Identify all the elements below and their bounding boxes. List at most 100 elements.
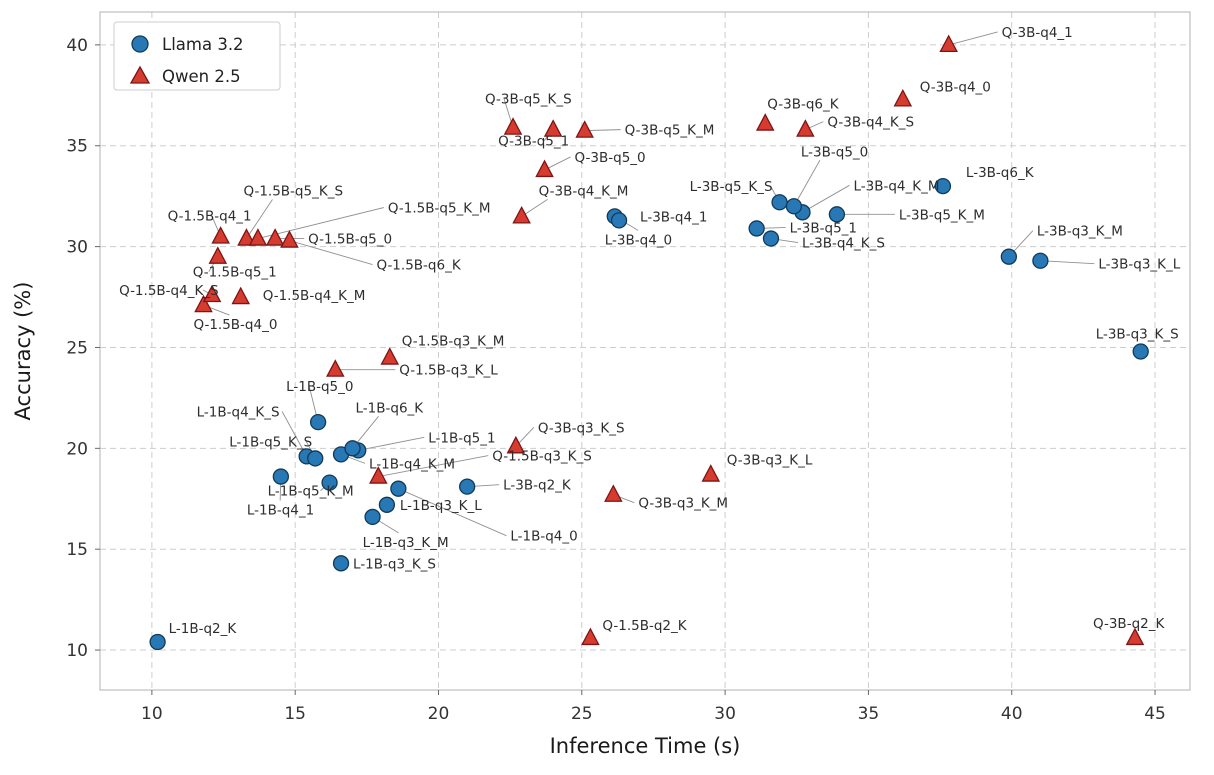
point-Q-3B-q3_K_L (701, 464, 721, 482)
point-Q-1.5B-q5_K_S (237, 228, 256, 246)
point-L-3B-q6_K (934, 177, 952, 195)
x-axis-title: Inference Time (s) (550, 734, 741, 758)
y-tick-label-20: 20 (66, 439, 88, 459)
legend-marker-qwen-triangle-icon (129, 65, 151, 84)
point-Q-1.5B-q4_1 (211, 226, 230, 244)
legend-marker-llama-circle-icon (131, 35, 149, 53)
point-label-Q-1.5B-q5_1: Q-1.5B-q5_1 (193, 265, 277, 281)
legend: Llama 3.2 Qwen 2.5 (113, 21, 281, 91)
point-label-L-3B-q3_K_S: L-3B-q3_K_S (1096, 327, 1179, 343)
point-Q-1.5B-q5_1 (208, 246, 228, 264)
point-label-L-1B-q5_K_M: L-1B-q5_K_M (268, 484, 354, 500)
point-label-L-3B-q4_1: L-3B-q4_1 (640, 209, 707, 225)
point-label-L-3B-q4_K_S: L-3B-q4_K_S (802, 236, 885, 252)
point-Q-3B-q4_1 (939, 34, 958, 53)
x-tick-label-15: 15 (284, 704, 306, 724)
point-label-L-1B-q3_K_S: L-1B-q3_K_S (353, 556, 436, 572)
point-L-3B-q5_K_S (771, 194, 788, 211)
leader-line (398, 488, 507, 537)
point-L-3B-q4_1 (610, 212, 628, 229)
leader-line (802, 184, 850, 213)
point-label-L-1B-q5_1: L-1B-q5_1 (428, 430, 495, 446)
point-L-1B-q4_1 (272, 468, 290, 485)
point-label-Q-3B-q5_K_M: Q-3B-q5_K_M (625, 123, 715, 139)
point-Q-1.5B-q5_K_M (248, 228, 268, 246)
point-label-L-3B-q4_0: L-3B-q4_0 (605, 232, 672, 248)
point-label-Q-3B-q6_K: Q-3B-q6_K (767, 97, 840, 113)
point-Q-1.5B-q4_K_M (231, 286, 251, 305)
point-Q-1.5B-q5_0 (265, 228, 285, 246)
point-label-Q-1.5B-q3_K_M: Q-1.5B-q3_K_M (402, 334, 505, 350)
legend-box (113, 21, 281, 91)
point-label-Q-1.5B-q4_1: Q-1.5B-q4_1 (168, 209, 252, 225)
leader-line (281, 411, 308, 457)
point-L-1B-q3_K_S (332, 555, 350, 572)
point-label-L-3B-q3_K_L: L-3B-q3_K_L (1098, 257, 1180, 273)
leader-line (948, 31, 998, 46)
y-tick-label-35: 35 (66, 137, 88, 157)
point-label-L-3B-q5_0: L-3B-q5_0 (801, 144, 868, 160)
point-Q-3B-q5_0 (535, 159, 554, 178)
point-Q-1.5B-q4_K_S (202, 284, 222, 303)
x-tick-label-10: 10 (141, 704, 163, 724)
point-L-3B-q4_K_S (762, 230, 780, 247)
leader-line (246, 199, 273, 239)
point-Q-3B-q5_1 (543, 119, 563, 137)
point-Q-3B-q6_K (755, 113, 775, 131)
point-Q-3B-q3_K_M (604, 484, 623, 502)
point-Q-3B-q3_K_S (506, 435, 526, 454)
point-label-Q-1.5B-q4_0: Q-1.5B-q4_0 (193, 317, 277, 333)
leader-line (584, 129, 621, 132)
point-L-1B-q5_0 (309, 413, 327, 431)
point-label-L-3B-q4_K_M: L-3B-q4_K_M (853, 178, 939, 194)
data-point-labels: L-1B-q2_K L-1B-q3_K_S L-1B-q3_K_M L-1B-q3_K… (119, 25, 1181, 637)
point-L-1B-q4_0 (390, 480, 407, 497)
point-label-L-1B-q4_0: L-1B-q4_0 (510, 529, 577, 545)
point-Q-1.5B-q6_K (280, 230, 299, 248)
axis-ticks: 10 15 20 25 30 35 40 45 10 15 20 25 30 35 40 (66, 36, 1165, 724)
point-label-Q-3B-q5_K_S: Q-3B-q5_K_S (485, 92, 572, 108)
point-Q-3B-q4_0 (893, 88, 913, 107)
point-label-Q-3B-q3_K_S: Q-3B-q3_K_S (538, 420, 625, 436)
point-L-1B-q2_K (149, 633, 166, 651)
point-label-L-1B-q4_1: L-1B-q4_1 (247, 503, 314, 519)
point-L-3B-q5_1 (748, 220, 765, 237)
point-label-Q-3B-q2_K: Q-3B-q2_K (1093, 616, 1166, 632)
point-Q-3B-q5_K_S (503, 117, 523, 135)
point-label-Q-1.5B-q3_K_L: Q-1.5B-q3_K_L (399, 363, 498, 379)
point-label-Q-1.5B-q4_K_S: Q-1.5B-q4_K_S (119, 283, 219, 299)
point-Q-1.5B-q2_K (581, 627, 600, 646)
point-label-L-1B-q3_K_L: L-1B-q3_K_L (400, 498, 482, 514)
legend-label-llama: Llama 3.2 (162, 35, 244, 54)
point-label-Q-3B-q4_K_M: Q-3B-q4_K_M (539, 183, 629, 199)
x-tick-label-45: 45 (1144, 704, 1166, 724)
point-label-L-3B-q5_K_S: L-3B-q5_K_S (690, 179, 773, 195)
point-label-Q-1.5B-q4_K_M: Q-1.5B-q4_K_M (263, 288, 366, 304)
point-label-Q-1.5B-q2_K: Q-1.5B-q2_K (602, 618, 687, 634)
point-label-L-3B-q5_1: L-3B-q5_1 (790, 220, 857, 236)
point-L-1B-q3_K_M (364, 508, 381, 526)
grid-lines (100, 12, 1190, 690)
point-Q-3B-q4_K_M (512, 205, 531, 224)
point-L-3B-q5_0 (785, 198, 803, 215)
point-label-L-1B-q5_0: L-1B-q5_0 (286, 379, 353, 395)
point-L-3B-q5_K_M (828, 206, 846, 223)
point-L-3B-q3_K_S (1132, 343, 1149, 360)
point-label-Q-1.5B-q5_0: Q-1.5B-q5_0 (308, 232, 392, 248)
y-tick-label-40: 40 (66, 36, 88, 56)
leader-line (1040, 260, 1095, 265)
point-Q-1.5B-q3_K_S (369, 466, 388, 484)
plot-border (99, 11, 1191, 691)
point-L-3B-q2_K (459, 478, 476, 495)
point-L-1B-q3_K_L (378, 496, 396, 513)
point-label-L-1B-q3_K_M: L-1B-q3_K_M (363, 535, 449, 551)
point-L-3B-q3_K_M (1000, 248, 1018, 265)
point-label-Q-1.5B-q5_K_M: Q-1.5B-q5_K_M (388, 201, 491, 217)
x-tick-label-30: 30 (714, 704, 736, 724)
point-label-Q-1.5B-q5_K_S: Q-1.5B-q5_K_S (243, 184, 343, 200)
plot-frame (99, 11, 1191, 691)
y-tick-label-30: 30 (66, 238, 88, 258)
point-Q-3B-q5_K_M (575, 120, 594, 138)
